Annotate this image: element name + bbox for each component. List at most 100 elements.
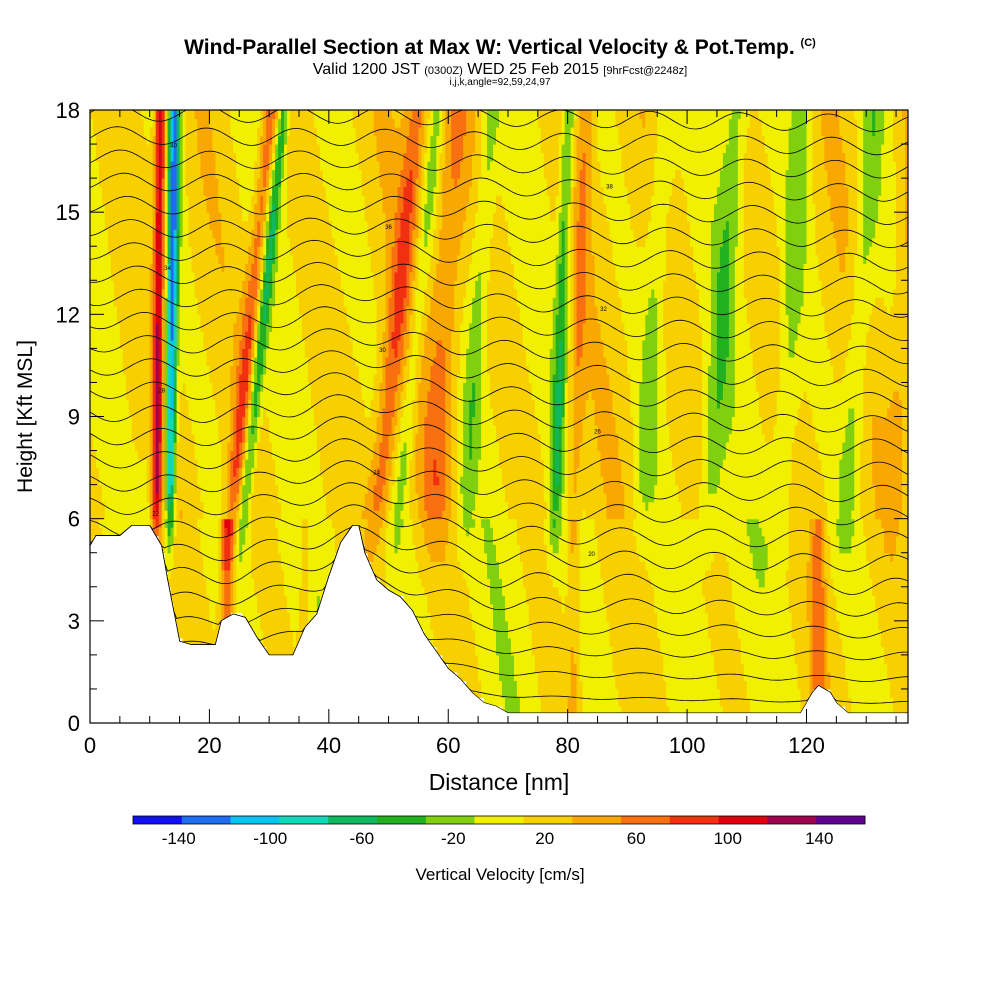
velocity-cell <box>251 297 255 307</box>
velocity-cell <box>325 348 330 358</box>
velocity-cell <box>251 348 255 358</box>
velocity-cell <box>307 348 312 358</box>
velocity-cell <box>119 348 124 358</box>
velocity-cell <box>331 356 336 367</box>
velocity-cell <box>155 237 160 247</box>
velocity-cell <box>119 373 124 384</box>
velocity-cell <box>254 450 258 460</box>
velocity-cell <box>281 399 285 409</box>
velocity-cell <box>278 152 282 162</box>
velocity-cell <box>200 322 205 332</box>
velocity-cell <box>173 322 178 332</box>
velocity-cell <box>191 450 196 460</box>
velocity-cell <box>236 586 240 596</box>
velocity-cell <box>119 399 124 409</box>
velocity-cell <box>349 493 354 503</box>
velocity-cell <box>164 501 169 511</box>
velocity-cell <box>167 544 172 554</box>
velocity-cell <box>131 110 136 120</box>
velocity-cell <box>251 195 255 205</box>
velocity-cell <box>191 569 196 579</box>
velocity-cell <box>307 288 312 298</box>
velocity-cell <box>176 305 181 315</box>
velocity-cell <box>158 220 163 230</box>
velocity-cell <box>158 178 163 188</box>
velocity-cell <box>266 144 270 154</box>
velocity-cell <box>343 322 348 332</box>
velocity-cell <box>293 280 297 290</box>
velocity-cell <box>90 305 94 315</box>
velocity-cell <box>137 493 142 503</box>
velocity-cell <box>272 186 276 196</box>
velocity-cell <box>170 237 175 247</box>
velocity-cell <box>188 552 193 562</box>
velocity-cell <box>107 459 112 469</box>
velocity-cell <box>134 152 139 162</box>
velocity-cell <box>242 390 246 401</box>
velocity-cell <box>95 203 100 213</box>
velocity-cell <box>254 169 258 179</box>
velocity-cell <box>263 493 267 503</box>
velocity-cell <box>301 382 306 392</box>
velocity-cell <box>298 501 303 511</box>
velocity-cell <box>110 305 115 315</box>
velocity-cell <box>290 459 294 469</box>
velocity-cell <box>272 161 276 171</box>
velocity-cell <box>149 263 154 273</box>
velocity-cell <box>337 356 342 367</box>
velocity-cell <box>266 476 270 486</box>
velocity-cell <box>278 544 282 554</box>
velocity-cell <box>227 527 231 537</box>
velocity-cell <box>107 442 112 452</box>
velocity-cell <box>218 212 222 222</box>
velocity-cell <box>295 595 300 605</box>
velocity-cell <box>173 314 178 324</box>
velocity-cell <box>230 271 234 281</box>
velocity-cell <box>140 135 145 145</box>
velocity-cell <box>134 348 139 358</box>
velocity-cell <box>179 390 184 401</box>
velocity-cell <box>233 246 237 256</box>
velocity-cell <box>298 186 303 196</box>
velocity-cell <box>290 544 294 554</box>
velocity-cell <box>242 518 246 528</box>
velocity-cell <box>281 237 285 247</box>
velocity-cell <box>281 569 285 579</box>
velocity-cell <box>266 152 270 162</box>
velocity-cell <box>185 373 190 384</box>
velocity-cell <box>328 365 333 375</box>
velocity-cell <box>179 518 184 528</box>
velocity-cell <box>263 629 267 639</box>
velocity-cell <box>334 365 339 375</box>
velocity-cell <box>287 476 291 486</box>
velocity-cell <box>191 178 196 188</box>
velocity-cell <box>254 510 258 520</box>
velocity-cell <box>322 501 327 511</box>
velocity-cell <box>224 220 228 230</box>
velocity-cell <box>119 186 124 196</box>
velocity-cell <box>170 152 175 162</box>
velocity-cell <box>98 161 103 171</box>
velocity-cell <box>221 152 225 162</box>
velocity-cell <box>284 612 288 622</box>
velocity-cell <box>278 314 282 324</box>
velocity-cell <box>287 569 291 579</box>
velocity-cell <box>134 390 139 401</box>
velocity-cell <box>272 382 276 392</box>
velocity-cell <box>239 544 243 554</box>
velocity-cell <box>304 169 309 179</box>
velocity-cell <box>188 595 193 605</box>
velocity-cell <box>325 535 330 545</box>
velocity-cell <box>293 569 297 579</box>
velocity-cell <box>113 169 118 179</box>
velocity-cell <box>215 373 219 384</box>
velocity-cell <box>182 348 187 358</box>
velocity-cell <box>349 450 354 460</box>
velocity-cell <box>313 527 318 537</box>
velocity-cell <box>185 127 190 137</box>
velocity-cell <box>346 186 351 196</box>
velocity-cell <box>272 356 276 367</box>
velocity-cell <box>218 586 222 596</box>
velocity-cell <box>107 246 112 256</box>
velocity-cell <box>221 280 225 290</box>
